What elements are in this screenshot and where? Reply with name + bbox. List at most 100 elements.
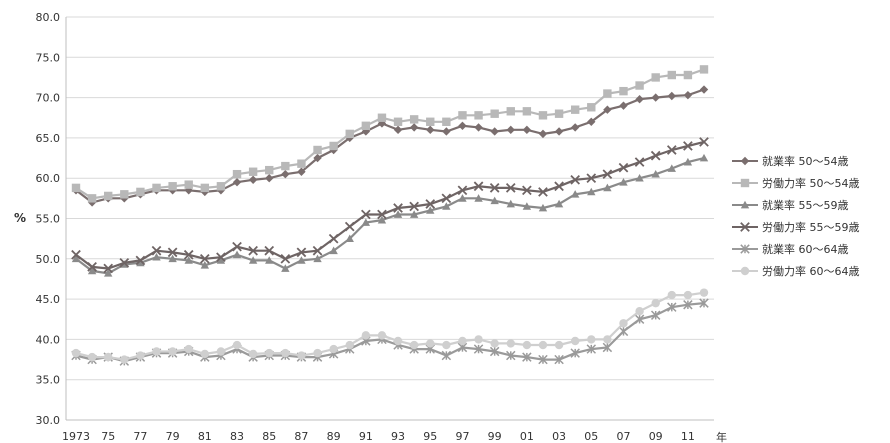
data-point (522, 185, 532, 196)
data-point (232, 340, 242, 350)
data-point (264, 245, 275, 256)
data-point (442, 202, 451, 210)
data-point (393, 210, 403, 218)
data-point (120, 190, 129, 199)
data-point (554, 127, 564, 136)
x-tick-label: 79 (166, 430, 180, 443)
data-point (104, 191, 113, 201)
data-point (699, 65, 709, 74)
x-axis-unit: 年 (716, 430, 727, 443)
series-6 (71, 288, 709, 364)
y-tick-label: 35.0 (36, 374, 61, 387)
data-point (87, 352, 97, 362)
data-point (312, 245, 323, 256)
data-point (651, 169, 660, 178)
data-point (635, 81, 644, 90)
data-point (683, 90, 693, 100)
data-point (667, 290, 676, 300)
series-3 (71, 153, 709, 277)
data-point (506, 339, 515, 348)
data-point (409, 210, 419, 218)
data-point (265, 256, 274, 264)
data-point (248, 256, 258, 264)
x-tick-label: 75 (101, 430, 115, 443)
data-point (296, 247, 307, 258)
data-point (119, 257, 130, 268)
data-point (103, 263, 114, 274)
data-point (506, 199, 515, 208)
y-tick-label: 80.0 (36, 11, 61, 24)
legend-swatch (732, 156, 758, 166)
data-point (506, 350, 516, 361)
data-point (377, 209, 387, 220)
data-point (281, 264, 290, 272)
data-point (489, 346, 500, 357)
x-tick-label: 91 (359, 430, 373, 443)
data-point (650, 310, 661, 320)
data-point (71, 348, 81, 358)
data-point (168, 254, 177, 263)
data-point (393, 125, 403, 135)
data-point (184, 344, 193, 354)
data-point (618, 162, 629, 173)
data-point (506, 125, 515, 135)
data-point (377, 113, 387, 122)
data-point (248, 349, 258, 359)
data-point (281, 169, 290, 179)
data-point (136, 351, 145, 360)
data-point (490, 339, 499, 348)
data-point (458, 121, 467, 131)
legend-swatch (732, 266, 758, 276)
data-point (538, 129, 548, 139)
data-point (281, 348, 290, 358)
data-point (183, 249, 194, 260)
data-point (329, 344, 338, 354)
legend-label: 労働力率 55〜59歳 (762, 221, 860, 234)
x-tick-label: 01 (520, 430, 534, 443)
data-point (619, 319, 628, 328)
data-point (71, 249, 81, 260)
x-tick-label: 97 (455, 430, 469, 443)
data-point (104, 269, 113, 277)
data-point (442, 117, 451, 126)
data-point (167, 247, 178, 258)
data-point (328, 233, 339, 244)
data-point (216, 182, 226, 191)
y-tick-label: 70.0 (36, 92, 61, 105)
data-point (538, 340, 548, 350)
data-point (168, 347, 177, 356)
legend-swatch (732, 178, 758, 188)
data-point (458, 336, 467, 346)
data-point (634, 157, 645, 167)
data-point (602, 169, 613, 180)
data-point (313, 348, 322, 358)
data-point (699, 153, 709, 162)
data-point (522, 352, 532, 362)
data-point (200, 261, 210, 269)
axes (65, 17, 714, 421)
data-point (71, 183, 81, 193)
data-point (603, 335, 612, 344)
data-point (71, 254, 81, 263)
data-point (200, 349, 210, 359)
data-point (667, 91, 676, 101)
data-point (740, 222, 750, 232)
data-point (344, 221, 355, 232)
data-point (522, 125, 532, 135)
legend-swatch (732, 222, 758, 232)
x-tick-label: 11 (681, 430, 695, 443)
x-tick-label: 87 (294, 430, 308, 443)
data-point (168, 182, 177, 191)
data-point (151, 245, 162, 256)
data-point (377, 215, 387, 224)
data-point (409, 115, 419, 124)
y-tick-labels: 30.0 35.0 40.0 45.0 50.0 55.0 60.0 65.0 70.0 75.0… (36, 11, 61, 427)
data-point (506, 107, 515, 116)
legend-label: 労働力率 60〜64歳 (762, 265, 860, 278)
data-point (393, 117, 403, 126)
x-tick-label: 89 (327, 430, 341, 443)
data-point (474, 194, 483, 202)
data-point (699, 85, 709, 94)
data-point (232, 250, 242, 259)
series-line (75, 88, 705, 204)
